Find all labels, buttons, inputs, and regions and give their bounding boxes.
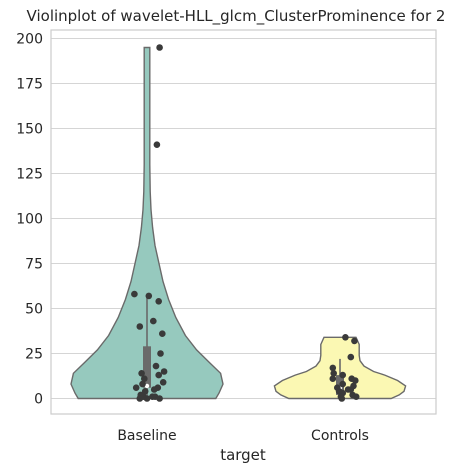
data-point [160, 368, 168, 375]
x-tick-label: Controls [311, 428, 369, 444]
y-tick-label: 100 [16, 212, 43, 228]
y-tick-label: 175 [16, 77, 43, 93]
violin-baseline [70, 46, 224, 400]
data-point [141, 388, 149, 395]
y-tick-label: 25 [25, 347, 43, 363]
x-axis-label: target [220, 446, 266, 464]
data-point [156, 395, 163, 402]
violins [70, 46, 407, 400]
data-point [352, 393, 360, 401]
x-tick-label: Baseline [117, 428, 176, 444]
data-point [141, 375, 148, 383]
data-point [347, 353, 355, 361]
data-points [131, 44, 360, 402]
data-point [152, 362, 160, 370]
data-point [132, 384, 140, 392]
data-point [329, 364, 337, 372]
y-tick-label: 125 [16, 167, 43, 183]
data-point [352, 377, 359, 384]
data-point [159, 379, 167, 386]
data-point [139, 380, 146, 388]
data-point [329, 375, 337, 383]
data-point [339, 380, 347, 388]
data-point [159, 330, 166, 338]
data-point [347, 386, 355, 393]
iqr-box [143, 346, 151, 388]
y-tick-label: 200 [16, 32, 43, 48]
data-point [138, 370, 145, 377]
y-tick-label: 75 [25, 257, 43, 273]
data-point [153, 141, 161, 148]
data-point [131, 290, 138, 298]
data-point [150, 386, 158, 393]
data-point [339, 371, 347, 379]
data-point [342, 334, 349, 341]
chart-title: Violinplot of wavelet-HLL_glcm_ClusterPr… [27, 7, 446, 26]
data-point [155, 298, 162, 305]
data-point [156, 44, 163, 51]
data-point [145, 292, 153, 300]
y-tick-label: 150 [16, 122, 43, 138]
data-point [143, 395, 151, 402]
data-point [330, 370, 338, 377]
y-tick-labels: 0 25 50 75 100 125 150 175 200 [16, 32, 43, 408]
data-point [136, 395, 144, 402]
data-point [157, 350, 164, 357]
plot-frame [50, 29, 437, 415]
y-tick-label: 50 [25, 302, 43, 318]
data-point [338, 395, 346, 402]
data-point [136, 323, 144, 330]
median-marker [144, 383, 150, 389]
x-tick-labels: Baseline Controls [117, 428, 369, 444]
data-point [150, 317, 157, 325]
y-tick-label: 0 [34, 392, 43, 408]
data-point [351, 337, 358, 345]
data-point [155, 371, 162, 379]
data-point [149, 393, 156, 401]
